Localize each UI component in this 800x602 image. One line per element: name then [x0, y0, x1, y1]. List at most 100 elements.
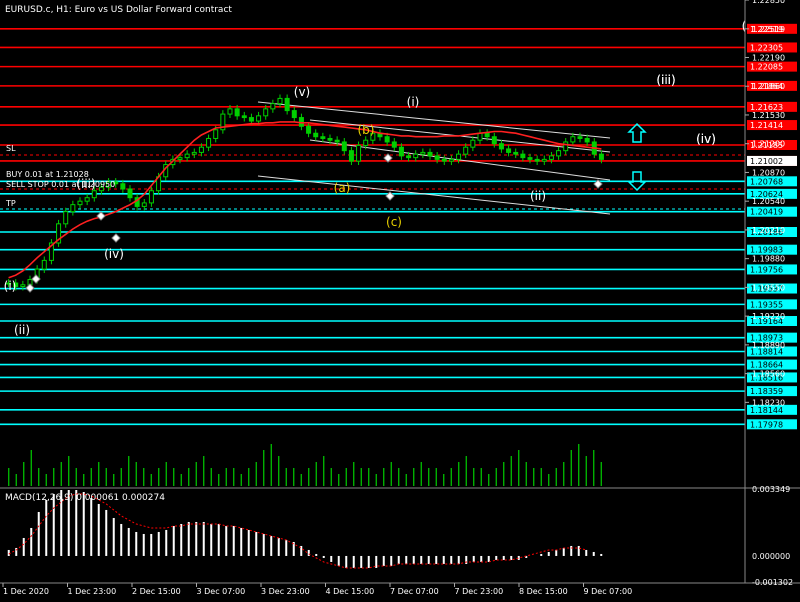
support-price-label: 1.19983	[750, 246, 783, 255]
support-price-badge	[747, 359, 797, 370]
price-tick-label: 1.20540	[752, 197, 785, 206]
support-price-badge	[747, 404, 797, 415]
candle	[584, 137, 590, 143]
order-marker[interactable]	[593, 179, 603, 189]
candle	[484, 132, 490, 138]
support-price-badge	[747, 419, 797, 430]
resistance-price-label: 1.22519	[750, 25, 783, 34]
candle	[448, 158, 454, 162]
order-marker[interactable]	[25, 283, 35, 293]
tp-label: TP	[5, 199, 16, 208]
time-tick-label: 9 Dec 07:00	[584, 587, 633, 596]
candle	[441, 158, 447, 162]
support-price-badge	[747, 283, 797, 294]
wave-label: (iii)	[656, 73, 675, 87]
support-price-label: 1.18359	[750, 387, 783, 396]
support-price-label: 1.18516	[750, 373, 783, 382]
support-price-badge	[747, 299, 797, 310]
candle	[41, 259, 47, 270]
price-tick-label: 1.22190	[752, 53, 785, 62]
candle	[84, 197, 90, 202]
candle	[184, 153, 190, 159]
support-price-badge	[747, 346, 797, 357]
price-tick-label: 1.22850	[752, 0, 785, 5]
wave-label: (iv)	[104, 247, 124, 261]
current-price-badge	[747, 155, 797, 166]
candle	[520, 153, 526, 159]
time-tick-label: 7 Dec 23:00	[455, 587, 504, 596]
candle	[191, 151, 197, 155]
price-tick-label: 1.19220	[752, 312, 785, 321]
order-marker[interactable]	[96, 211, 106, 221]
resistance-price-label: 1.21414	[750, 121, 783, 130]
macd-signal-line	[8, 493, 587, 569]
resistance-price-badge	[747, 80, 797, 91]
candle	[463, 146, 469, 155]
wave-label: (	[742, 19, 747, 33]
candle	[370, 132, 376, 141]
resistance-price-label: 1.22305	[750, 43, 783, 52]
support-price-label: 1.18973	[750, 334, 783, 343]
macd-tick-label: 0.000000	[752, 552, 790, 561]
candle	[206, 137, 212, 148]
candle	[498, 143, 504, 150]
candle	[306, 125, 312, 134]
support-price-label: 1.20419	[750, 208, 783, 217]
chart-title: EURUSD.c, H1: Euro vs US Dollar Forward …	[5, 5, 232, 15]
price-tick-label: 1.20870	[752, 168, 785, 177]
candle	[241, 115, 247, 119]
price-tick-label: 1.19880	[752, 255, 785, 264]
channel-line[interactable]	[257, 175, 611, 215]
support-price-label: 1.18814	[750, 347, 783, 356]
candle	[198, 146, 204, 153]
support-price-badge	[747, 316, 797, 327]
price-tick-label: 1.21530	[752, 111, 785, 120]
support-price-badge	[747, 176, 797, 187]
price-tick-label: 1.19550	[752, 283, 785, 292]
candle	[470, 139, 476, 148]
order-marker[interactable]	[111, 233, 121, 243]
candle	[141, 202, 147, 207]
down-arrow-icon[interactable]	[627, 171, 647, 192]
support-price-label: 1.20624	[750, 190, 783, 199]
resistance-price-badge	[747, 42, 797, 53]
support-price-badge	[747, 386, 797, 397]
candle	[406, 155, 412, 159]
support-price-badge	[747, 227, 797, 238]
support-price-label: 1.19537	[750, 285, 783, 294]
order-marker[interactable]	[385, 191, 395, 201]
moving-average-line	[8, 121, 602, 279]
support-price-label: 1.19164	[750, 317, 783, 326]
candle	[434, 155, 440, 160]
candle	[234, 108, 240, 117]
support-price-badge	[747, 188, 797, 199]
up-arrow-icon[interactable]	[627, 122, 647, 143]
candle	[291, 110, 297, 119]
candle	[577, 136, 583, 139]
time-tick-label: 4 Dec 15:00	[326, 587, 375, 596]
candle	[356, 144, 362, 162]
support-price-badge	[747, 332, 797, 343]
price-tick-label: 1.18230	[752, 398, 785, 407]
candle	[106, 181, 112, 188]
candle	[270, 103, 276, 110]
channel-line[interactable]	[257, 101, 611, 139]
order-marker[interactable]	[383, 153, 393, 163]
candle	[534, 158, 540, 162]
candle	[70, 204, 76, 213]
candle	[284, 97, 290, 112]
resistance-price-badge	[747, 120, 797, 131]
sl-label: SL	[6, 144, 16, 153]
candle	[384, 136, 390, 143]
support-price-label: 1.17978	[750, 420, 783, 429]
wave-label: (i)	[4, 279, 17, 293]
order-marker[interactable]	[31, 274, 41, 284]
candle	[513, 151, 519, 155]
candle	[363, 139, 369, 146]
candle	[548, 155, 554, 160]
wave-label: (iv)	[696, 132, 716, 146]
candle	[398, 146, 404, 157]
support-price-label: 1.19756	[750, 265, 783, 274]
